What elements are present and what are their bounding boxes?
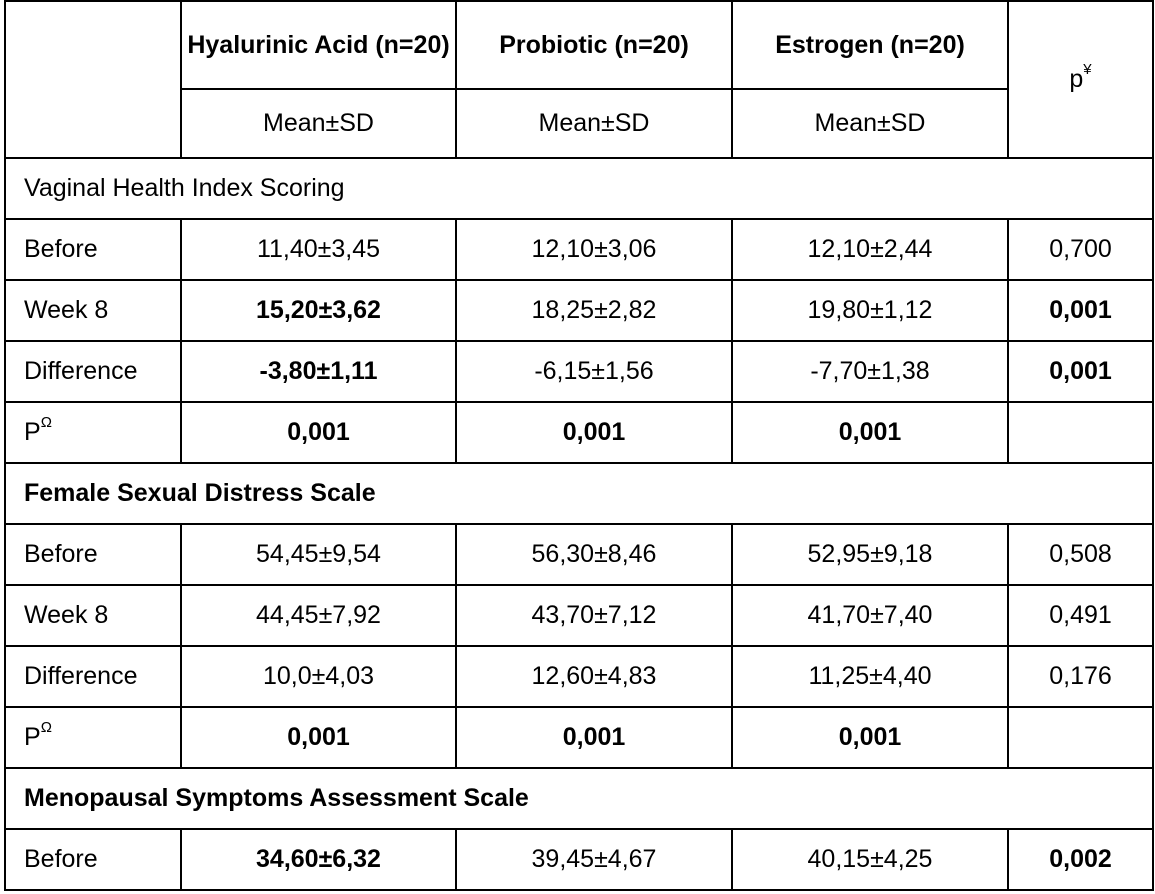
section-row: Female Sexual Distress Scale bbox=[4, 462, 1154, 525]
cell-hyaluronic-acid: 10,0±4,03 bbox=[180, 645, 457, 708]
cell-probiotic: 0,001 bbox=[455, 706, 733, 769]
header-p-value: p¥ bbox=[1007, 0, 1154, 159]
table-row: Before 11,40±3,45 12,10±3,06 12,10±2,44 … bbox=[4, 218, 1154, 281]
row-label: Difference bbox=[4, 340, 182, 403]
table-row: Week 8 44,45±7,92 43,70±7,12 41,70±7,40 … bbox=[4, 584, 1154, 647]
cell-probiotic: 18,25±2,82 bbox=[455, 279, 733, 342]
cell-p-value: 0,700 bbox=[1007, 218, 1154, 281]
cell-probiotic: -6,15±1,56 bbox=[455, 340, 733, 403]
subheader-hyaluronic-acid: Mean±SD bbox=[180, 88, 457, 159]
cell-hyaluronic-acid: 0,001 bbox=[180, 401, 457, 464]
header-empty-cell bbox=[4, 0, 182, 159]
subheader-estrogen: Mean±SD bbox=[731, 88, 1009, 159]
cell-hyaluronic-acid: 11,40±3,45 bbox=[180, 218, 457, 281]
row-label: PΩ bbox=[4, 401, 182, 464]
table-row: Difference 10,0±4,03 12,60±4,83 11,25±4,… bbox=[4, 645, 1154, 708]
cell-p-value bbox=[1007, 706, 1154, 769]
row-label: Before bbox=[4, 523, 182, 586]
cell-probiotic: 56,30±8,46 bbox=[455, 523, 733, 586]
table-row: PΩ 0,001 0,001 0,001 bbox=[4, 706, 1154, 769]
cell-p-value bbox=[1007, 401, 1154, 464]
p-label: P bbox=[24, 723, 41, 751]
cell-estrogen: 41,70±7,40 bbox=[731, 584, 1009, 647]
header-row: Hyalurinic Acid (n=20) Probiotic (n=20) … bbox=[4, 0, 1154, 159]
cell-probiotic: 12,60±4,83 bbox=[455, 645, 733, 708]
cell-hyaluronic-acid: 54,45±9,54 bbox=[180, 523, 457, 586]
cell-hyaluronic-acid: 15,20±3,62 bbox=[180, 279, 457, 342]
p-label: P bbox=[24, 418, 41, 446]
header-probiotic: Probiotic (n=20) bbox=[455, 0, 733, 90]
row-label: Before bbox=[4, 218, 182, 281]
table-row: Before 34,60±6,32 39,45±4,67 40,15±4,25 … bbox=[4, 828, 1154, 891]
section-row: Vaginal Health Index Scoring bbox=[4, 157, 1154, 220]
omega-superscript: Ω bbox=[40, 719, 52, 736]
cell-probiotic: 0,001 bbox=[455, 401, 733, 464]
row-label: PΩ bbox=[4, 706, 182, 769]
cell-hyaluronic-acid: -3,80±1,11 bbox=[180, 340, 457, 403]
cell-probiotic: 39,45±4,67 bbox=[455, 828, 733, 891]
cell-probiotic: 12,10±3,06 bbox=[455, 218, 733, 281]
header-hyaluronic-acid: Hyalurinic Acid (n=20) bbox=[180, 0, 457, 90]
cell-estrogen: 52,95±9,18 bbox=[731, 523, 1009, 586]
row-label: Week 8 bbox=[4, 279, 182, 342]
section-title-vaginal-health: Vaginal Health Index Scoring bbox=[4, 157, 1154, 220]
row-label: Before bbox=[4, 828, 182, 891]
cell-estrogen: 40,15±4,25 bbox=[731, 828, 1009, 891]
table-row: PΩ 0,001 0,001 0,001 bbox=[4, 401, 1154, 464]
cell-p-value: 0,491 bbox=[1007, 584, 1154, 647]
cell-probiotic: 43,70±7,12 bbox=[455, 584, 733, 647]
subheader-row: Mean±SD Mean±SD Mean±SD bbox=[5, 88, 1153, 159]
cell-estrogen: 12,10±2,44 bbox=[731, 218, 1009, 281]
p-symbol: p bbox=[1069, 65, 1084, 93]
cell-estrogen: -7,70±1,38 bbox=[731, 340, 1009, 403]
cell-p-value: 0,176 bbox=[1007, 645, 1154, 708]
table-row: Week 8 15,20±3,62 18,25±2,82 19,80±1,12 … bbox=[4, 279, 1154, 342]
cell-p-value: 0,001 bbox=[1007, 279, 1154, 342]
yen-superscript: ¥ bbox=[1083, 61, 1092, 78]
section-title-female-sexual-distress: Female Sexual Distress Scale bbox=[4, 462, 1154, 525]
cell-estrogen: 19,80±1,12 bbox=[731, 279, 1009, 342]
section-row: Menopausal Symptoms Assessment Scale bbox=[4, 767, 1154, 830]
row-label: Difference bbox=[4, 645, 182, 708]
cell-estrogen: 0,001 bbox=[731, 401, 1009, 464]
table-row: Difference -3,80±1,11 -6,15±1,56 -7,70±1… bbox=[4, 340, 1154, 403]
cell-hyaluronic-acid: 34,60±6,32 bbox=[180, 828, 457, 891]
cell-hyaluronic-acid: 44,45±7,92 bbox=[180, 584, 457, 647]
section-title-menopausal-symptoms: Menopausal Symptoms Assessment Scale bbox=[4, 767, 1154, 830]
row-label: Week 8 bbox=[4, 584, 182, 647]
cell-p-value: 0,001 bbox=[1007, 340, 1154, 403]
cell-estrogen: 0,001 bbox=[731, 706, 1009, 769]
subheader-probiotic: Mean±SD bbox=[455, 88, 733, 159]
cell-p-value: 0,508 bbox=[1007, 523, 1154, 586]
header-estrogen: Estrogen (n=20) bbox=[731, 0, 1009, 90]
cell-estrogen: 11,25±4,40 bbox=[731, 645, 1009, 708]
results-table: Hyalurinic Acid (n=20) Probiotic (n=20) … bbox=[4, 0, 1154, 891]
table-row: Before 54,45±9,54 56,30±8,46 52,95±9,18 … bbox=[4, 523, 1154, 586]
omega-superscript: Ω bbox=[40, 414, 52, 431]
cell-p-value: 0,002 bbox=[1007, 828, 1154, 891]
cell-hyaluronic-acid: 0,001 bbox=[180, 706, 457, 769]
